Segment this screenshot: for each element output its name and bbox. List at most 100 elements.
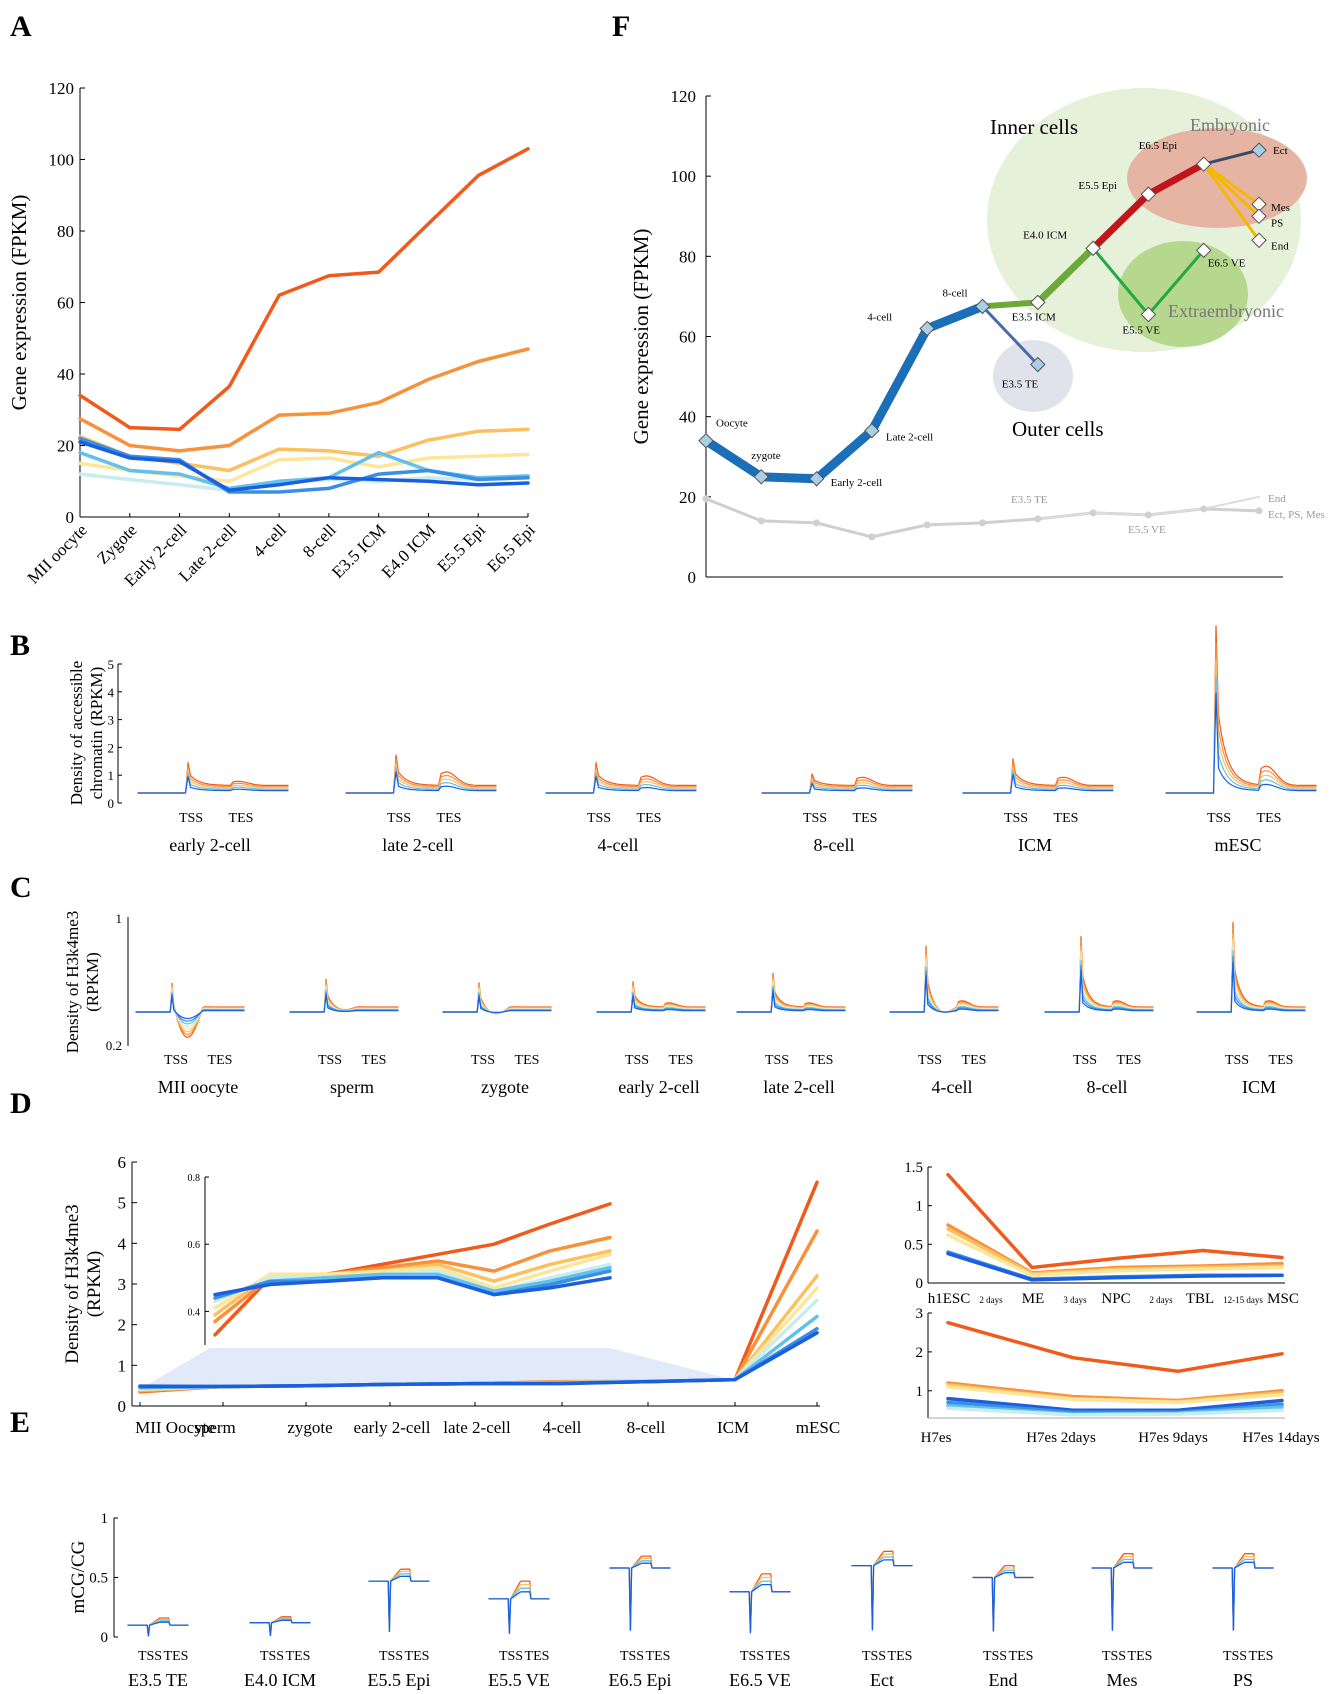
d-right-top-x-label: NPC bbox=[1101, 1291, 1130, 1307]
d-right-top-gap-label: 2 days bbox=[979, 1295, 1003, 1305]
b-y-tick-label: 4 bbox=[108, 685, 115, 700]
f-marker bbox=[1251, 142, 1267, 158]
c-facet-6-trace-3 bbox=[1044, 950, 1154, 1013]
c-facet-7-trace-1 bbox=[1196, 927, 1306, 1013]
e-facet-trace-4-1 bbox=[609, 1557, 671, 1631]
e-facet-trace-3-0 bbox=[488, 1580, 550, 1634]
a-y-tick-label: 120 bbox=[49, 79, 75, 98]
a-y-tick-label: 40 bbox=[57, 365, 74, 384]
e-tick-label-tes: TES bbox=[1128, 1649, 1153, 1664]
e-tick-label-tss: TSS bbox=[620, 1649, 644, 1664]
a-y-tick-label: 0 bbox=[66, 508, 75, 527]
f-point-label: Ect bbox=[1273, 145, 1288, 157]
e-tick-label-tss: TSS bbox=[260, 1649, 284, 1664]
e-facet-label: Ect bbox=[870, 1670, 894, 1690]
c-facet-3-trace-5 bbox=[596, 991, 706, 1013]
f-trajectory-icm2 bbox=[1034, 244, 1097, 306]
c-facet-5-trace-6 bbox=[889, 970, 999, 1013]
c-tick-label-tss: TSS bbox=[1225, 1053, 1249, 1068]
d-right-bottom-y-tick-label: 1 bbox=[916, 1384, 924, 1400]
d-right-bottom-y-tick-label: 2 bbox=[916, 1345, 924, 1361]
c-facet-7-trace-7 bbox=[1196, 961, 1306, 1013]
e-facet-trace-7-3 bbox=[972, 1572, 1034, 1632]
f-background-marker bbox=[923, 521, 931, 529]
d-x-tick-label: mESC bbox=[796, 1418, 840, 1437]
c-tick-label-tes: TES bbox=[208, 1053, 233, 1068]
e-facet-label: E5.5 VE bbox=[488, 1670, 550, 1690]
a-x-tick-label: E4.0 ICM bbox=[378, 520, 440, 582]
a-x-tick-label: MII oocyte bbox=[24, 520, 91, 587]
d-right-top-y-tick-label: 0 bbox=[916, 1276, 924, 1292]
d-right-top-gap-label: 12-15 days bbox=[1223, 1295, 1263, 1305]
panel-label-A: A bbox=[10, 10, 32, 43]
f-marker bbox=[1140, 186, 1157, 202]
c-tick-label-tes: TES bbox=[515, 1053, 540, 1068]
e-facet-trace-2-3 bbox=[368, 1575, 430, 1633]
f-y-tick-label: 0 bbox=[688, 568, 697, 587]
e-facet-label: E3.5 TE bbox=[128, 1670, 188, 1690]
d-y-axis-label: Density of H3k4me3 bbox=[62, 1204, 83, 1363]
e-tick-label-tes: TES bbox=[888, 1649, 913, 1664]
c-facet-5-trace-4 bbox=[889, 962, 999, 1013]
c-facet-label: 8-cell bbox=[1087, 1077, 1128, 1097]
d-right-top-x-label: MSC bbox=[1267, 1291, 1299, 1307]
e-facet-label: Mes bbox=[1107, 1670, 1138, 1690]
f-point-label: E3.5 TE bbox=[1002, 379, 1039, 391]
d-inset-y-tick-label: 0.4 bbox=[188, 1307, 201, 1318]
c-tick-label-tss: TSS bbox=[918, 1053, 942, 1068]
c-tick-label-tes: TES bbox=[1269, 1053, 1294, 1068]
f-background-marker bbox=[1255, 507, 1263, 515]
e-facet-trace-3-2 bbox=[488, 1587, 550, 1634]
c-tick-label-tes: TES bbox=[362, 1053, 387, 1068]
f-marker bbox=[1251, 196, 1267, 213]
f-extraembryonic-region bbox=[1118, 241, 1248, 347]
c-facet-label: MII oocyte bbox=[158, 1077, 238, 1097]
c-facet-5-trace-3 bbox=[889, 958, 999, 1013]
f-background-label: E3.5 TE bbox=[1011, 494, 1048, 506]
f-y-tick-label: 60 bbox=[679, 328, 696, 347]
f-marker bbox=[974, 298, 991, 315]
d-right-bottom-line-4 bbox=[946, 1396, 1284, 1412]
panel-label-F: F bbox=[612, 10, 630, 43]
c-facet-2-trace-7 bbox=[442, 995, 552, 1014]
e-tick-label-tss: TSS bbox=[1223, 1649, 1247, 1664]
c-y-tick-label: 0.2 bbox=[106, 1038, 122, 1053]
d-inset-line-7 bbox=[213, 1276, 612, 1297]
e-facet-trace-9-0 bbox=[1212, 1553, 1274, 1631]
c-facet-2-trace-6 bbox=[442, 993, 552, 1014]
e-facet-trace-1-2 bbox=[249, 1618, 311, 1637]
c-facet-6-trace-1 bbox=[1044, 940, 1154, 1013]
f-y-tick-label: 80 bbox=[679, 247, 696, 266]
c-y-axis-label: Density of H3k4me3 bbox=[63, 911, 82, 1054]
b-facet-label: early 2-cell bbox=[169, 835, 250, 855]
e-tick-label-tes: TES bbox=[1249, 1649, 1274, 1664]
e-facet-trace-2-0 bbox=[368, 1568, 430, 1633]
c-facet-7-trace-0 bbox=[1196, 921, 1306, 1013]
f-point-label: Early 2-cell bbox=[831, 477, 883, 489]
f-y-tick-label: 100 bbox=[671, 167, 697, 186]
b-y-tick-label: 2 bbox=[108, 740, 115, 755]
f-point-label: zygote bbox=[751, 450, 780, 462]
d-y-tick-label: 4 bbox=[118, 1234, 127, 1253]
e-tick-label-tss: TSS bbox=[379, 1649, 403, 1664]
f-point-label: E5.5 Epi bbox=[1078, 180, 1117, 192]
f-point-label: E6.5 Epi bbox=[1139, 140, 1178, 152]
d-y-tick-label: 3 bbox=[118, 1275, 127, 1294]
f-background-line bbox=[704, 497, 1261, 539]
f-trajectory-ps bbox=[1202, 162, 1261, 218]
f-marker bbox=[1251, 232, 1267, 249]
d-inset-y-tick-label: 0.8 bbox=[188, 1173, 201, 1184]
panel-label-D: D bbox=[10, 1087, 32, 1120]
c-facet-0-trace-7 bbox=[135, 995, 245, 1020]
a-x-tick-label: E5.5 Epi bbox=[434, 520, 490, 576]
e-facet-trace-1-3 bbox=[249, 1619, 311, 1637]
f-point-label: Mes bbox=[1271, 202, 1290, 214]
f-region-label: Outer cells bbox=[1012, 417, 1104, 441]
b-facet-5-trace-1 bbox=[1165, 641, 1317, 794]
e-facet-trace-4-2 bbox=[609, 1560, 671, 1631]
f-background-marker bbox=[868, 533, 876, 541]
a-y-axis-label: Gene expression (FPKM) bbox=[7, 195, 31, 411]
c-facet-5-trace-7 bbox=[889, 974, 999, 1013]
d-right-top-x-label: ME bbox=[1022, 1291, 1045, 1307]
c-y-axis-label: (RPKM) bbox=[83, 952, 102, 1012]
